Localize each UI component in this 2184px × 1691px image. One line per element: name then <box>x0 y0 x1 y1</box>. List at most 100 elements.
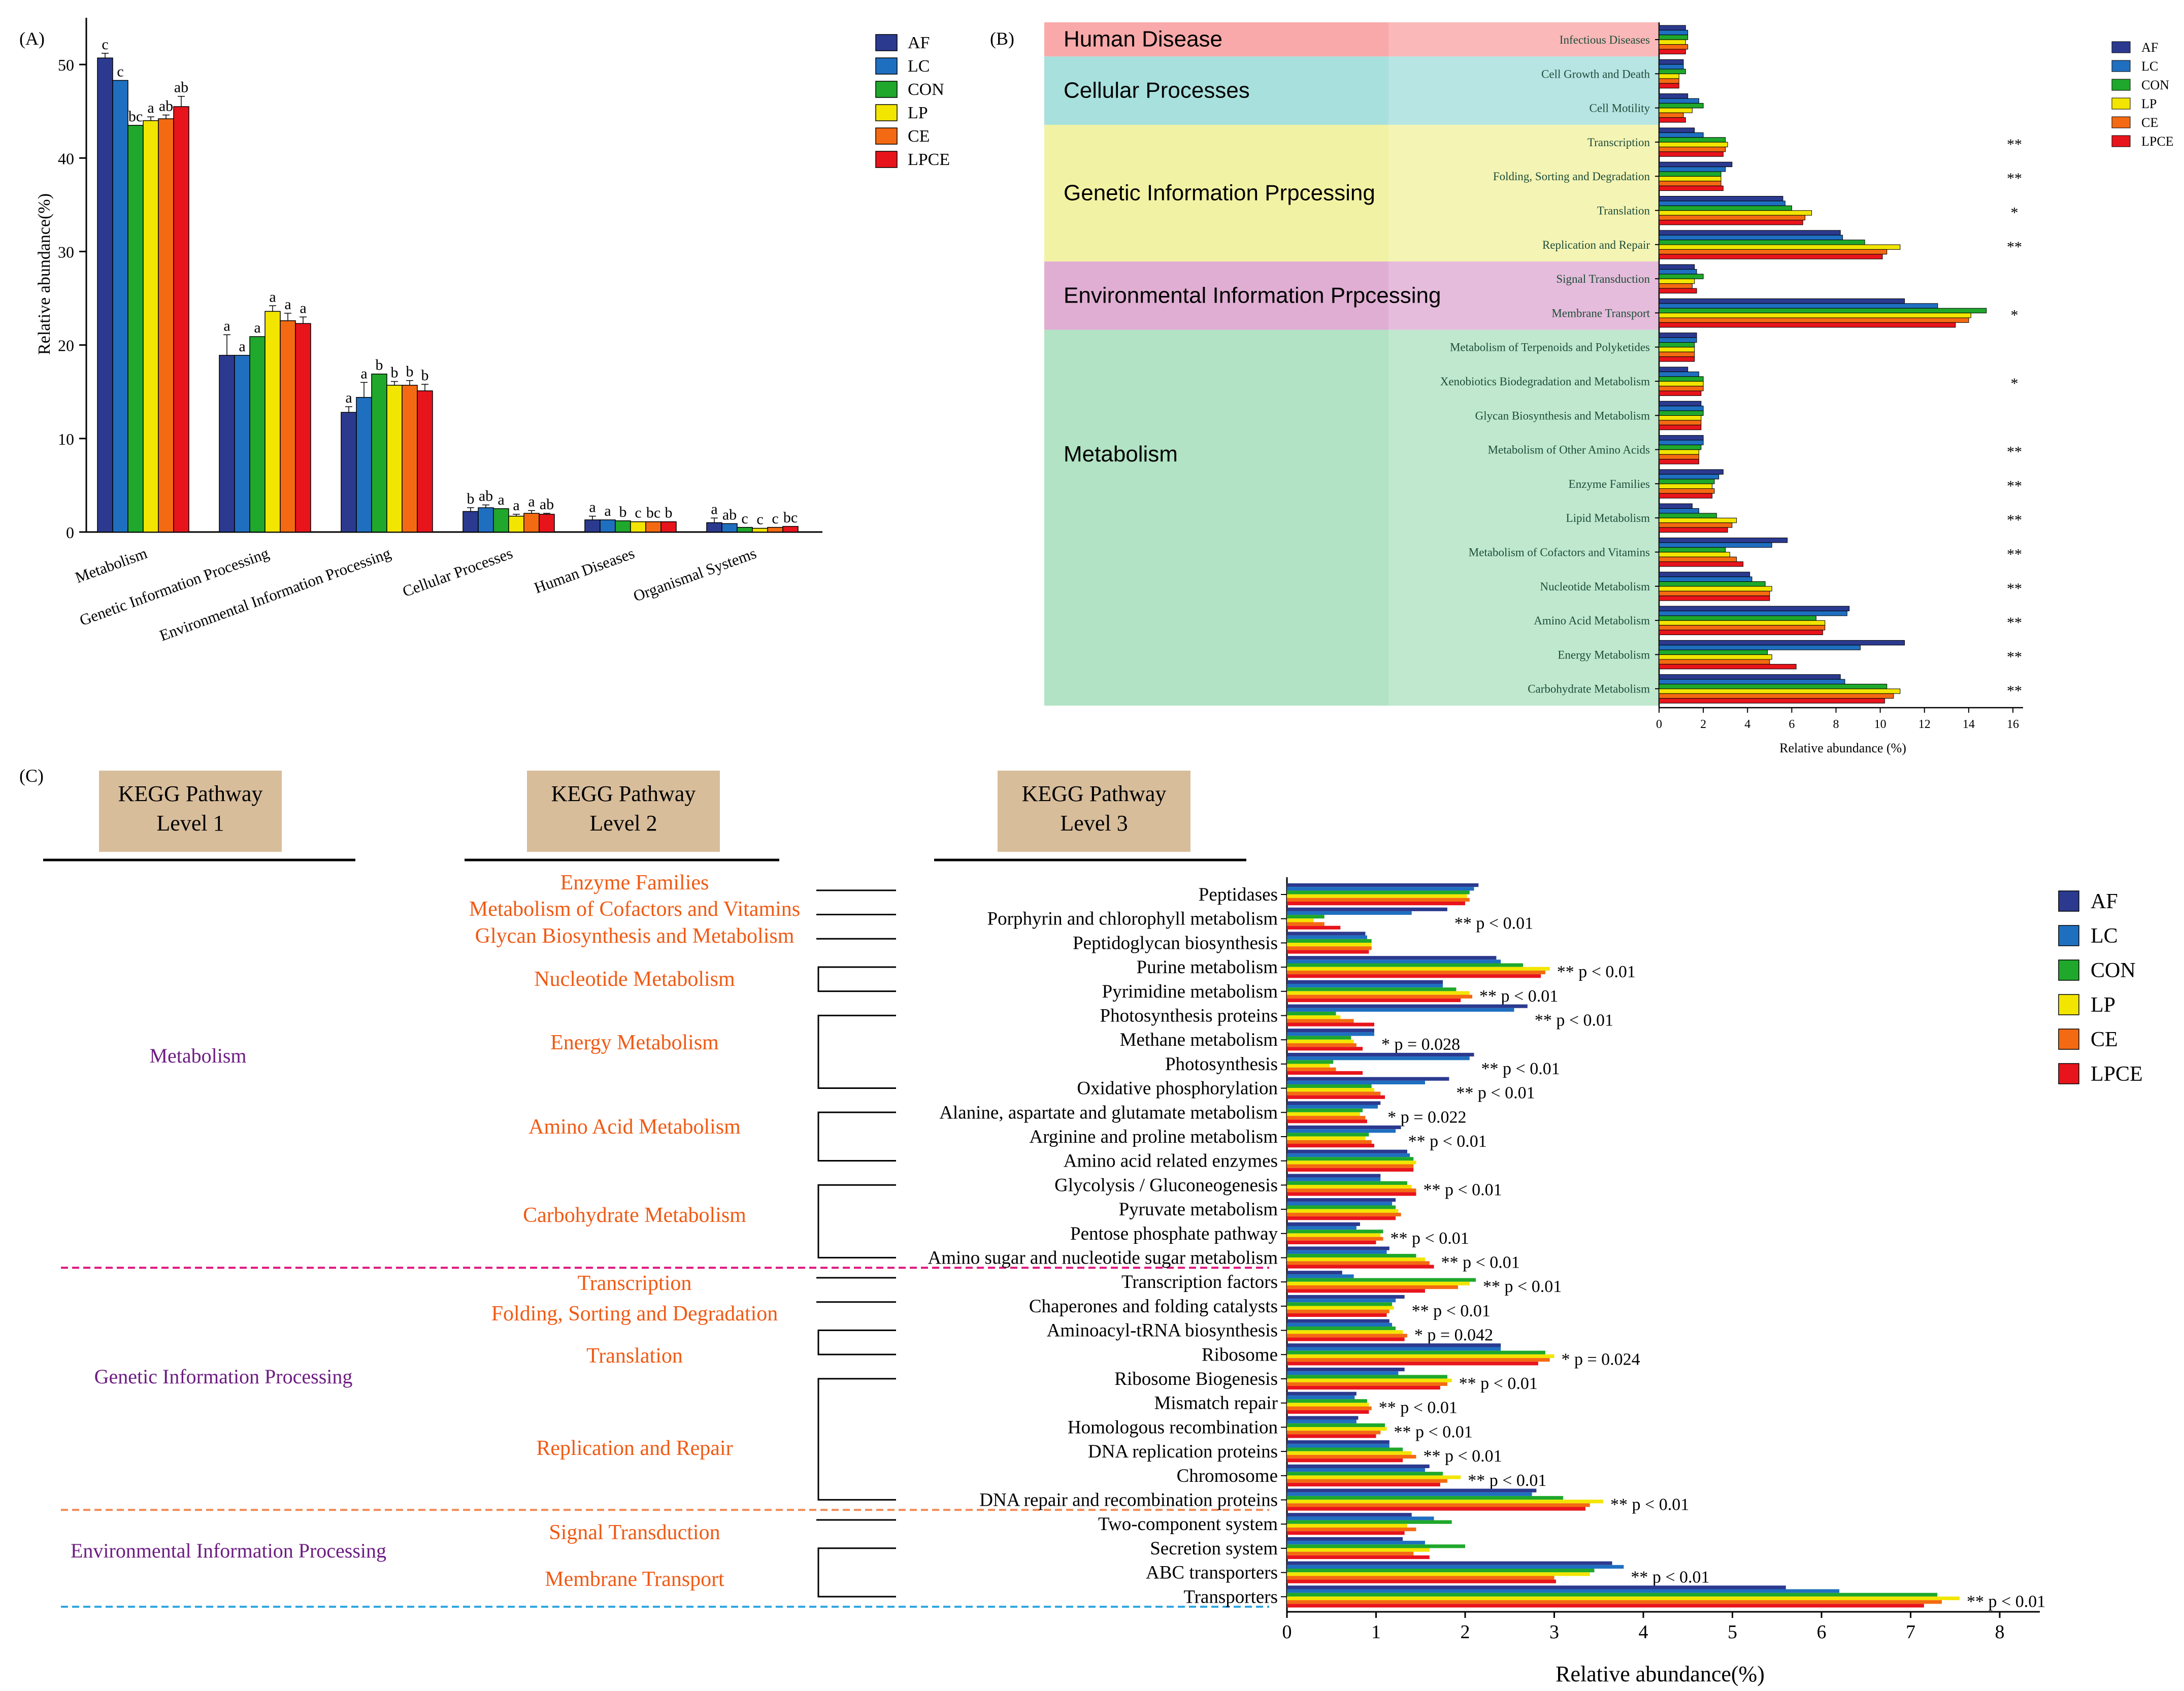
header-title-line: Level 1 <box>156 811 224 836</box>
bar-lp-homologous-recombination <box>1287 1427 1387 1431</box>
bar-af-purine-metabolism <box>1287 956 1497 960</box>
significance-letter: ab <box>159 98 173 115</box>
bar-af-cell-motility <box>1659 93 1689 99</box>
bar-lpce-aminoacyl-trna-biosynthesis <box>1287 1337 1405 1341</box>
significance-letter: a <box>498 491 504 508</box>
bar-af-abc-transporters <box>1287 1561 1612 1565</box>
bar-con-glycan-biosynthesis-and-metabolism <box>1659 410 1704 416</box>
significance-mark: ** <box>2007 512 2022 528</box>
bar-af-cellular-processes <box>462 511 479 533</box>
panel-b-chart: Human Disease Cellular Processes Genetic I… <box>1044 22 2174 755</box>
bar-ce-replication-and-repair <box>1659 249 1888 255</box>
bar-lp-photosynthesis <box>1287 1064 1330 1068</box>
y-tick-label: Xenobiotics Biodegradation and Metabolis… <box>1440 375 1650 388</box>
bar-ce-metabolism-of-terpenoids-and-polyketides <box>1659 351 1695 357</box>
bar-lc-genetic-information-processing <box>234 355 250 533</box>
bar-lc-signal-transduction <box>1659 269 1697 275</box>
x-tick-label: 1 <box>1371 1621 1381 1643</box>
y-tick-label: Peptidoglycan biosynthesis <box>1073 933 1278 953</box>
significance-letter: c <box>102 36 108 53</box>
bar-con-cell-motility <box>1659 103 1704 109</box>
y-tick-label: 30 <box>58 243 74 261</box>
p-value-annotation: ** p < 0.01 <box>1631 1568 1709 1587</box>
y-tick-label: Methane metabolism <box>1120 1030 1278 1050</box>
bar-ce-secretion-system <box>1287 1551 1414 1555</box>
legend-label-lpce: LPCE <box>908 150 950 169</box>
bar-ce-signal-transduction <box>1659 283 1693 289</box>
p-value-annotation: ** p < 0.01 <box>1481 1059 1560 1078</box>
header-box-level-2 <box>527 771 720 852</box>
bar-lpce-environmental-information-processing <box>417 390 433 533</box>
bar-af-metabolism-of-cofactors-and-vitamins <box>1659 538 1788 543</box>
bar-af-arginine-and-proline-metabolism <box>1287 1125 1401 1130</box>
bar-af-environmental-information-processing <box>341 412 357 533</box>
bar-ce-chromosome <box>1287 1479 1447 1483</box>
bar-lp-metabolism-of-cofactors-and-vitamins <box>1659 552 1730 557</box>
bar-af-secretion-system <box>1287 1537 1403 1541</box>
bar-ce-glycan-biosynthesis-and-metabolism <box>1659 420 1702 425</box>
bar-af-folding-sorting-and-degradation <box>1659 161 1733 168</box>
legend-label-con: CON <box>2141 78 2169 92</box>
bar-af-photosynthesis <box>1287 1052 1474 1057</box>
bar-ce-membrane-transport <box>1659 317 1969 323</box>
bar-lc-methane-metabolism <box>1287 1032 1374 1036</box>
bar-af-metabolism-of-terpenoids-and-polyketides <box>1659 333 1697 338</box>
bar-ce-dna-replication-proteins <box>1287 1454 1416 1459</box>
legend-swatch-ce <box>2111 116 2131 128</box>
y-tick-label: Chaperones and folding catalysts <box>1029 1296 1278 1317</box>
significance-letter: bc <box>646 505 660 521</box>
bar-lp-cellular-processes <box>508 515 524 533</box>
bar-lpce-energy-metabolism <box>1659 664 1797 670</box>
level2-bracket <box>817 1329 896 1355</box>
x-tick-label: 4 <box>1639 1621 1648 1643</box>
bar-lc-amino-sugar-and-nucleotide-sugar-metabolism <box>1287 1250 1387 1254</box>
bar-con-metabolism <box>127 125 144 533</box>
bar-lp-membrane-transport <box>1659 313 1971 318</box>
panel-b-label: (B) <box>990 28 1014 49</box>
bar-ce-glycolysis-gluconeogenesis <box>1287 1188 1416 1192</box>
bar-ce-aminoacyl-trna-biosynthesis <box>1287 1334 1407 1338</box>
bar-af-human-diseases <box>584 519 601 533</box>
bar-lc-translation <box>1659 201 1785 206</box>
bar-af-dna-replication-proteins <box>1287 1440 1389 1444</box>
p-value-annotation: * p = 0.042 <box>1414 1326 1493 1345</box>
p-value-annotation: ** p < 0.01 <box>1412 1302 1491 1320</box>
bar-con-methane-metabolism <box>1287 1036 1351 1040</box>
significance-letter: b <box>665 505 673 521</box>
significance-letter: c <box>741 510 748 527</box>
y-tick-label: Replication and Repair <box>1542 239 1650 251</box>
bar-lp-cell-motility <box>1659 108 1693 113</box>
bar-ce-alanine-aspartate-and-glutamate-metabolism <box>1287 1116 1366 1120</box>
bar-ce-carbohydrate-metabolism <box>1659 693 1894 699</box>
bar-lp-mismatch-repair <box>1287 1403 1369 1407</box>
bar-con-mismatch-repair <box>1287 1399 1367 1403</box>
significance-letter: a <box>254 319 260 336</box>
bar-ce-photosynthesis <box>1287 1067 1336 1071</box>
bar-lpce-pyrimidine-metabolism <box>1287 998 1461 1002</box>
significance-mark: * <box>2011 307 2018 323</box>
y-tick-label: Pyruvate metabolism <box>1119 1199 1278 1220</box>
bar-ce-amino-sugar-and-nucleotide-sugar-metabolism <box>1287 1261 1430 1265</box>
bar-af-amino-sugar-and-nucleotide-sugar-metabolism <box>1287 1246 1389 1250</box>
bar-lpce-cell-motility <box>1659 117 1686 123</box>
p-value-annotation: ** p < 0.01 <box>1479 987 1558 1006</box>
bar-lp-amino-sugar-and-nucleotide-sugar-metabolism <box>1287 1257 1426 1262</box>
group-label-genetic-information-prpcessing: Genetic Information Prpcessing <box>1064 181 1375 206</box>
bar-af-chromosome <box>1287 1464 1430 1468</box>
significance-mark: ** <box>2007 136 2022 153</box>
bar-con-metabolism-of-cofactors-and-vitamins <box>1659 547 1726 553</box>
significance-letter: bc <box>783 509 798 526</box>
bar-lc-replication-and-repair <box>1659 235 1843 241</box>
bar-af-transcription-factors <box>1287 1271 1342 1275</box>
category-band-overlay <box>1388 22 1659 57</box>
bar-lc-ribosome <box>1287 1347 1501 1351</box>
bar-con-photosynthesis-proteins <box>1287 1011 1336 1016</box>
bar-lp-transcription <box>1659 142 1728 148</box>
bar-lc-purine-metabolism <box>1287 959 1501 964</box>
bar-con-amino-acid-related-enzymes <box>1287 1157 1414 1161</box>
legend-label-af: AF <box>908 34 930 52</box>
bar-ce-organismal-systems <box>767 527 783 533</box>
bar-lp-environmental-information-processing <box>386 385 403 533</box>
